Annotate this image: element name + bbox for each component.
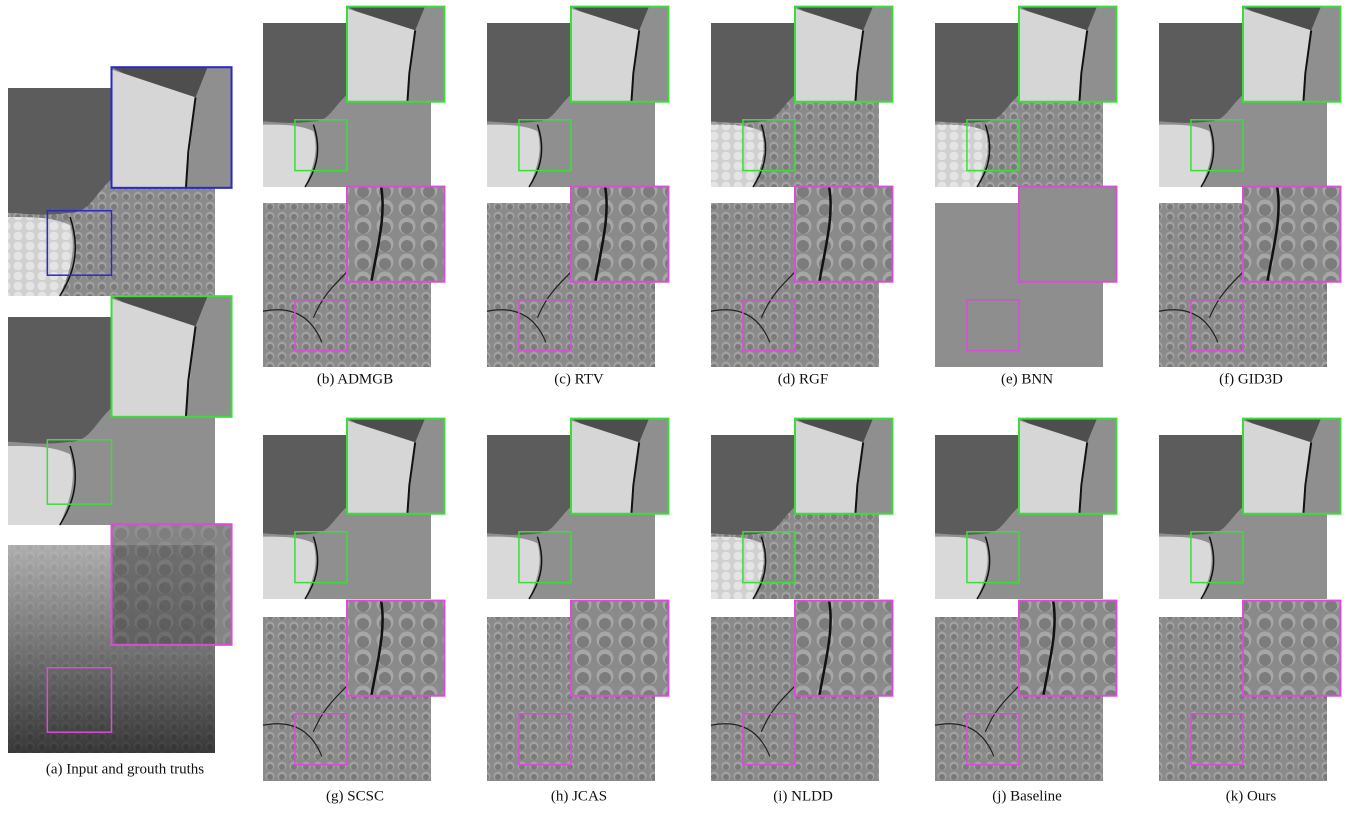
inset-base — [1243, 601, 1340, 696]
image-panel — [487, 187, 668, 367]
light-region — [487, 125, 540, 187]
inset-base — [795, 187, 892, 282]
light-region — [263, 125, 316, 187]
caption: (e) BNN — [1001, 371, 1053, 387]
image-panel — [1159, 187, 1340, 367]
caption: (f) GID3D — [1219, 371, 1283, 387]
light-region — [711, 125, 764, 187]
image-panel — [8, 524, 232, 753]
caption: (a) Input and grouth truths — [46, 761, 204, 777]
light-region — [8, 446, 73, 525]
caption: (j) Baseline — [992, 788, 1062, 804]
image-panel — [711, 187, 892, 367]
inset-base — [1019, 187, 1116, 282]
light-region — [935, 125, 988, 187]
figure: (a) Input and grouth truths (b) ADMGB (c) … — [0, 0, 1349, 814]
image-panel — [935, 187, 1116, 367]
inset-base — [571, 601, 668, 696]
light-region — [711, 537, 764, 599]
image-panel — [711, 419, 892, 599]
light-region — [8, 217, 73, 296]
light-region — [1159, 125, 1212, 187]
light-region — [1159, 537, 1212, 599]
image-panel — [1159, 419, 1340, 599]
image-panel — [1159, 7, 1340, 187]
inset-base — [795, 601, 892, 696]
light-region — [935, 537, 988, 599]
image-panel — [8, 296, 232, 525]
light-region — [487, 537, 540, 599]
image-panel — [711, 7, 892, 187]
image-panel — [487, 419, 668, 599]
caption: (k) Ours — [1226, 788, 1277, 804]
image-panel — [263, 419, 444, 599]
inset-base — [347, 601, 444, 696]
caption: (h) JCAS — [551, 788, 607, 804]
image-panel — [263, 601, 444, 781]
inset-base — [1243, 187, 1340, 282]
inset-base — [347, 187, 444, 282]
image-panel — [263, 7, 444, 187]
caption: (c) RTV — [554, 371, 604, 387]
image-panel — [935, 419, 1116, 599]
caption: (i) NLDD — [773, 788, 833, 804]
inset-base — [1019, 601, 1116, 696]
inset-shade — [112, 524, 232, 645]
image-panel — [487, 601, 668, 781]
inset-base — [571, 187, 668, 282]
image-panel — [711, 601, 892, 781]
image-panel — [8, 67, 232, 296]
image-panel — [1159, 601, 1340, 781]
light-region — [263, 537, 316, 599]
caption: (b) ADMGB — [317, 371, 393, 387]
image-panel — [935, 7, 1116, 187]
image-panel — [263, 187, 444, 367]
image-panel — [487, 7, 668, 187]
caption: (g) SCSC — [326, 788, 384, 804]
image-panel — [935, 601, 1116, 781]
caption: (d) RGF — [778, 371, 828, 387]
